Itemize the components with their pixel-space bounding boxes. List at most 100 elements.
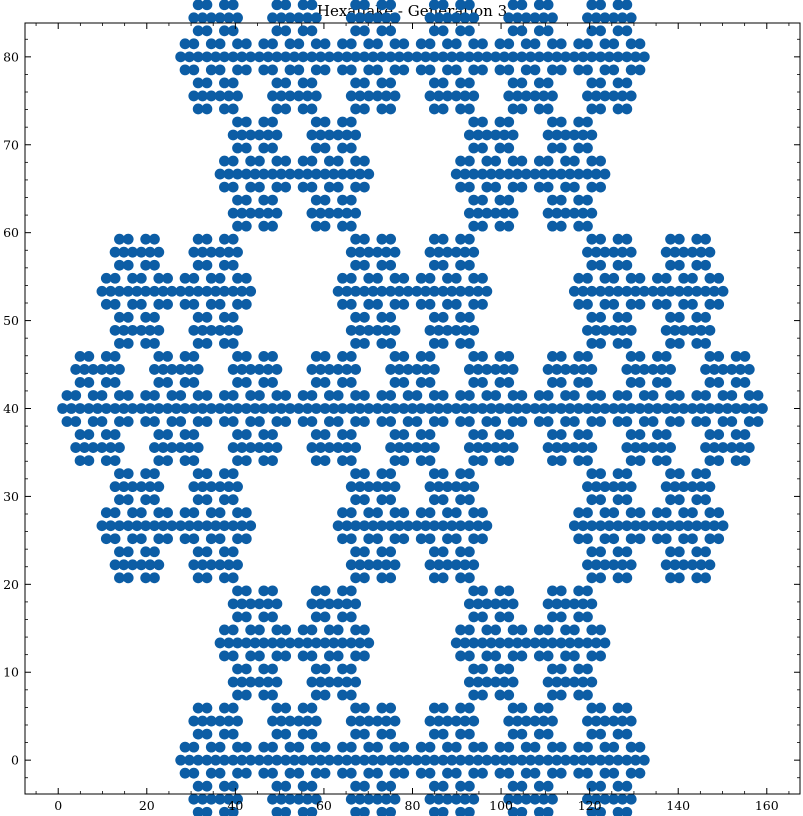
hexaflake-point — [389, 429, 401, 440]
hexaflake-point — [468, 38, 480, 50]
hexaflake-point — [236, 207, 248, 219]
hexaflake-point — [568, 442, 580, 453]
hexaflake-point — [437, 25, 449, 37]
hexaflake-point — [687, 559, 698, 571]
hexaflake-point — [122, 546, 134, 558]
hexaflake-point — [468, 481, 480, 493]
hexaflake-point — [660, 351, 672, 362]
hexaflake-point — [205, 324, 217, 336]
hexaflake-point — [542, 103, 554, 115]
hexaflake-point — [503, 637, 515, 649]
hexaflake-point — [192, 25, 204, 37]
hexaflake-point — [232, 12, 243, 24]
hexaflake-point — [192, 285, 204, 297]
y-tick-label: 0 — [11, 753, 19, 768]
hexaflake-point — [223, 793, 235, 805]
hexaflake-point — [520, 12, 532, 24]
hexaflake-point — [437, 103, 449, 115]
hexaflake-point — [153, 559, 165, 571]
hexaflake-point — [337, 64, 348, 76]
hexaflake-point — [691, 468, 703, 480]
hexaflake-point — [573, 116, 585, 128]
hexaflake-point — [74, 455, 86, 466]
hexaflake-point — [599, 38, 611, 50]
hexaflake-point — [503, 12, 515, 24]
hexaflake-point — [358, 259, 370, 271]
hexaflake-point — [503, 116, 515, 128]
hexaflake-point — [595, 624, 606, 636]
hexaflake-point — [678, 507, 690, 519]
hexaflake-point — [477, 38, 488, 50]
hexaflake-point — [704, 559, 716, 571]
hexaflake-point — [542, 676, 554, 688]
hexaflake-point — [192, 728, 204, 740]
hexaflake-point — [232, 116, 243, 128]
hexaflake-point — [140, 259, 152, 271]
hexaflake-point — [547, 611, 558, 623]
hexaflake-point — [481, 155, 493, 167]
hexaflake-point — [512, 793, 523, 805]
hexaflake-point — [582, 793, 593, 805]
hexaflake-point — [319, 116, 331, 128]
hexaflake-point — [477, 351, 488, 362]
hexaflake-point — [302, 12, 313, 24]
hexaflake-point — [79, 442, 90, 453]
hexaflake-point — [555, 403, 567, 414]
hexaflake-point — [411, 51, 423, 63]
hexaflake-point — [625, 324, 637, 336]
hexaflake-point — [341, 442, 353, 453]
hexaflake-point — [695, 246, 707, 258]
hexaflake-point — [227, 364, 239, 375]
hexaflake-point — [652, 403, 663, 414]
hexaflake-point — [586, 442, 598, 453]
hexaflake-point — [337, 116, 348, 128]
hexaflake-point — [297, 780, 309, 792]
hexaflake-point — [166, 442, 178, 453]
hexaflake-point — [568, 364, 580, 375]
hexaflake-point — [459, 715, 471, 727]
hexaflake-point — [232, 663, 243, 675]
hexaflake-point — [442, 559, 453, 571]
hexaflake-point — [149, 311, 160, 323]
hexaflake-point — [547, 585, 558, 597]
hexaflake-point — [433, 324, 445, 336]
hexaflake-point — [503, 220, 515, 232]
hexaflake-point — [341, 754, 353, 766]
hexaflake-point — [428, 806, 440, 816]
hexaflake-point — [669, 246, 681, 258]
hexaflake-point — [240, 637, 252, 649]
hexaflake-point — [612, 259, 624, 271]
hexaflake-point — [201, 259, 213, 271]
hexaflake-point — [468, 298, 480, 310]
hexaflake-point — [437, 728, 449, 740]
hexaflake-point — [463, 103, 475, 115]
hexaflake-point — [275, 715, 287, 727]
hexaflake-point — [109, 559, 121, 571]
hexaflake-point — [376, 728, 388, 740]
hexaflake-point — [678, 559, 690, 571]
hexaflake-point — [621, 468, 633, 480]
hexaflake-point — [415, 741, 427, 753]
hexaflake-point — [179, 741, 191, 753]
hexaflake-point — [621, 520, 633, 532]
hexaflake-point — [656, 520, 668, 532]
hexaflake-point — [350, 233, 362, 245]
hexaflake-point — [757, 403, 768, 414]
hexaflake-point — [494, 377, 506, 388]
hexaflake-point — [739, 377, 751, 388]
hexaflake-point — [481, 624, 493, 636]
hexaflake-point — [385, 390, 397, 401]
hexaflake-point — [354, 246, 366, 258]
hexaflake-point — [57, 403, 68, 414]
hexaflake-point — [284, 90, 296, 102]
hexaflake-point — [306, 754, 318, 766]
hexaflake-point — [481, 676, 493, 688]
hexaflake-point — [490, 155, 502, 167]
hexaflake-point — [555, 168, 567, 180]
hexaflake-point — [634, 298, 646, 310]
hexaflake-point — [192, 337, 204, 349]
hexaflake-point — [232, 611, 243, 623]
hexaflake-point — [634, 351, 646, 362]
hexaflake-point — [179, 455, 191, 466]
hexaflake-point — [621, 285, 633, 297]
